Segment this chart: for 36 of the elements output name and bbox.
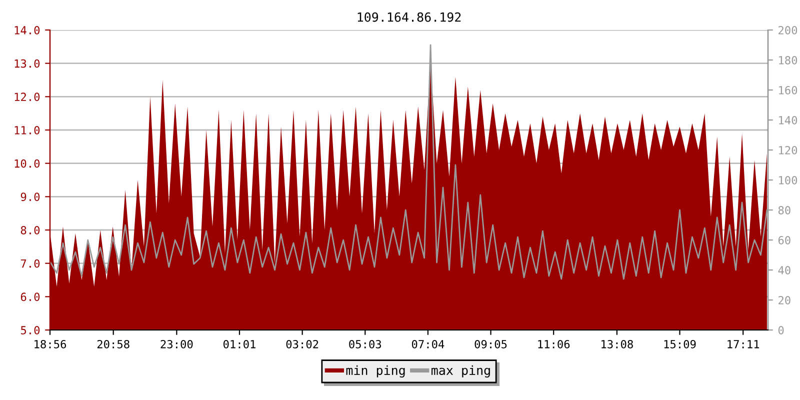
- x-tick-label: 01:01: [223, 340, 256, 348]
- legend-label: min ping: [346, 365, 405, 378]
- y-tick-label: 14.0: [14, 26, 40, 34]
- y-tick-label: 6.0: [20, 292, 40, 302]
- x-tick-label: 07:04: [412, 340, 444, 348]
- y2-tick-label: 80: [778, 206, 790, 214]
- y2-tick-label: 40: [778, 266, 790, 274]
- y-tick-label: 11.0: [14, 126, 40, 134]
- y-tick-label: 13.0: [14, 59, 40, 68]
- y2-tick-label: 0: [778, 326, 784, 334]
- x-tick-label: 03:02: [286, 340, 318, 348]
- y-tick-label: 5.0: [20, 326, 40, 334]
- y2-tick-label: 160: [779, 86, 798, 94]
- x-tick-label: 05:03: [349, 340, 382, 348]
- x-tick-label: 20:58: [97, 340, 130, 348]
- x-tick-label: 11:06: [538, 340, 570, 348]
- x-tick-label: 18:56: [34, 340, 66, 348]
- chart-title: 109.164.86.192: [358, 12, 461, 22]
- y-tick-label: 9.0: [20, 192, 40, 202]
- x-tick-label: 09:05: [474, 340, 507, 348]
- y2-tick-label: 20: [778, 296, 790, 304]
- y2-tick-label: 120: [779, 146, 798, 154]
- y2-tick-label: 100: [779, 176, 798, 184]
- x-tick-label: 23:00: [160, 340, 193, 348]
- legend-label: max ping: [432, 365, 490, 378]
- y-tick-label: 8.0: [20, 226, 40, 234]
- y-tick-label: 12.0: [14, 92, 40, 102]
- x-tick-label: 15:09: [664, 340, 696, 348]
- y-tick-label: 10.0: [14, 159, 40, 168]
- y-tick-label: 7.0: [20, 259, 40, 268]
- x-tick-label: 13:08: [602, 340, 633, 348]
- y2-tick-label: 180: [779, 56, 798, 64]
- x-tick-label: 17:11: [728, 340, 760, 348]
- y2-tick-label: 140: [779, 116, 798, 124]
- y2-tick-label: 60: [778, 236, 790, 244]
- y2-tick-label: 200: [778, 26, 798, 34]
